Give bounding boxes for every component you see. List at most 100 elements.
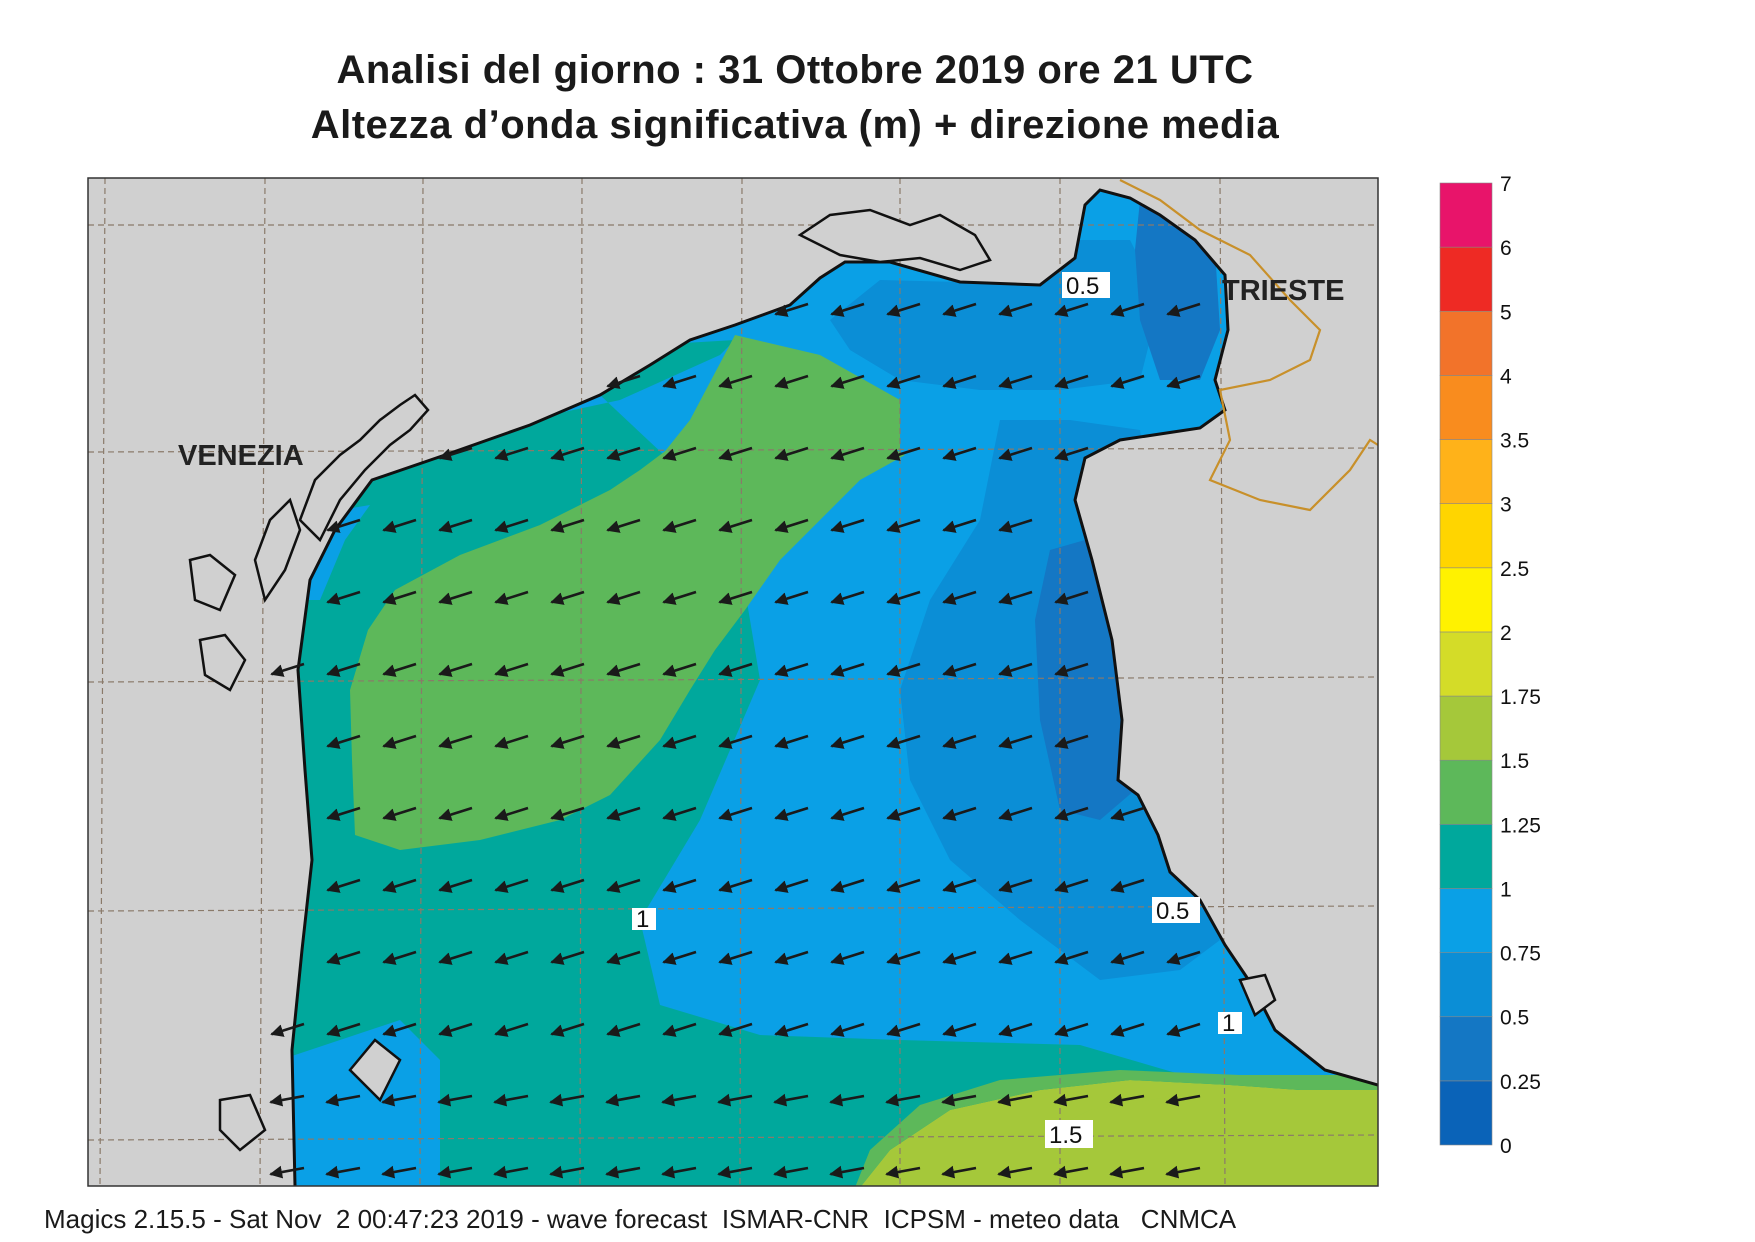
wave-direction-arrow [550,590,585,605]
contour-label-1-center: 1 [632,906,656,933]
wave-direction-arrow [494,518,529,533]
svg-text:0.5: 0.5 [1156,898,1189,925]
wave-direction-arrow [1109,1165,1145,1179]
wave-direction-arrow [1054,302,1089,317]
wave-direction-arrow [829,1165,865,1179]
wave-direction-arrow [942,302,977,317]
wave-direction-arrow [326,518,361,533]
wave-direction-arrow [662,950,697,965]
legend-level-label: 2.5 [1500,558,1529,581]
wave-direction-arrow [494,734,529,749]
wave-direction-arrow [942,1022,977,1037]
wave-direction-arrow [942,806,977,821]
map-frame [87,177,1379,1187]
wave-direction-arrow [942,662,977,677]
map-title-line1: Analisi del giorno : 31 Ottobre 2019 ore… [336,48,1254,92]
wave-direction-arrow [718,446,753,461]
wave-direction-arrow [718,374,753,389]
wave-direction-arrow [606,950,641,965]
legend-level-label: 3.5 [1500,430,1529,453]
wave-direction-arrow [438,518,473,533]
wave-direction-arrow [998,446,1033,461]
wave-direction-arrow [1110,878,1145,893]
wave-direction-arrow [438,806,473,821]
wave-direction-arrow [550,446,585,461]
wave-direction-arrow [718,518,753,533]
wave-direction-arrow [326,1022,361,1037]
wave-direction-arrow [438,446,473,461]
wave-direction-arrow [494,806,529,821]
legend-level-label: 1.25 [1500,814,1541,837]
wave-direction-arrow [438,734,473,749]
wave-direction-arrow [325,1093,361,1107]
wave-direction-arrow [326,950,361,965]
wave-direction-arrow [1054,1022,1089,1037]
wave-direction-arrow [718,662,753,677]
wave-direction-arrow [886,518,921,533]
wave-direction-arrow [662,590,697,605]
lat-lon-grid [88,178,1378,1186]
wave-direction-arrow [773,1093,809,1107]
legend-swatch [1439,182,1493,248]
wave-direction-arrow [1165,1093,1201,1107]
wave-direction-arrow [381,1093,417,1107]
legend-swatch [1439,246,1493,312]
wave-direction-arrow [550,518,585,533]
legend-level-label: 0.75 [1500,943,1541,966]
wave-direction-arrow [662,734,697,749]
legend-swatch [1439,375,1493,440]
wave-direction-arrow [1054,734,1089,749]
wave-direction-arrow [382,806,417,821]
wave-direction-arrow [886,446,921,461]
wave-direction-arrow [830,734,865,749]
wave-direction-arrow [382,950,417,965]
wave-direction-arrow [1054,446,1089,461]
wave-direction-arrow [550,950,585,965]
wave-direction-arrow [942,590,977,605]
wave-direction-arrow [774,950,809,965]
wave-direction-arrow [326,806,361,821]
wave-direction-arrow [886,878,921,893]
wave-direction-arrow [606,590,641,605]
wave-direction-arrow [326,590,361,605]
legend-level-label: 0.25 [1500,1071,1541,1094]
wave-direction-arrow [1054,374,1089,389]
legend-swatch [1439,310,1493,376]
wave-direction-arrow [998,806,1033,821]
legend-swatch [1439,952,1493,1018]
wave-direction-arrow [773,1165,809,1179]
wave-direction-arrow [382,878,417,893]
wave-direction-arrow [549,1165,585,1179]
wave-direction-arrow [550,1022,585,1037]
wave-direction-arrow [662,518,697,533]
legend-swatch [1439,1016,1493,1082]
wave-direction-arrow [829,1093,865,1107]
wave-direction-arrow [774,374,809,389]
wave-direction-arrow [382,1022,417,1037]
wave-direction-arrow [606,446,641,461]
wave-direction-arrow [326,878,361,893]
legend-swatch [1439,631,1493,697]
legend-swatch [1439,439,1493,504]
wave-direction-arrow [1054,878,1089,893]
wave-direction-arrow [606,662,641,677]
wave-direction-arrow [550,878,585,893]
legend-level-label: 2 [1500,622,1512,645]
wave-direction-arrow [269,1093,305,1107]
wave-direction-arrow [493,1093,529,1107]
wave-direction-arrow [606,518,641,533]
wave-direction-arrow [325,1165,361,1179]
wave-direction-arrow [1110,1022,1145,1037]
wave-direction-arrow [886,806,921,821]
wave-direction-arrow [606,734,641,749]
wave-direction-arrow [1053,1093,1089,1107]
contour-label-group: 0.5 0.5 1 1 1.5 [632,272,1242,1149]
wave-direction-arrow [1054,662,1089,677]
place-label-trieste: TRIESTE [1222,275,1344,307]
wave-direction-arrow [718,806,753,821]
wave-direction-arrow [662,662,697,677]
wave-direction-arrow [494,878,529,893]
wave-direction-arrow [830,518,865,533]
wave-direction-arrow [437,1165,473,1179]
